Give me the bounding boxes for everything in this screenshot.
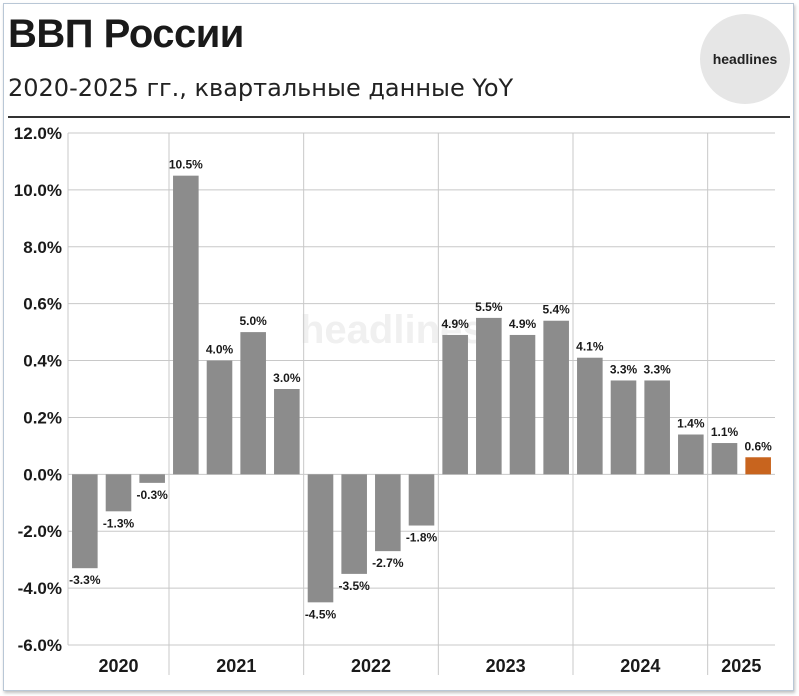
data-label: 0.6% [744, 439, 772, 453]
data-label: 10.5% [169, 158, 203, 172]
bar [476, 317, 502, 475]
data-label: 4.0% [206, 343, 234, 357]
bar [610, 380, 637, 475]
bar [307, 474, 334, 603]
bar [240, 332, 266, 475]
y-tick-label: 12.0% [14, 124, 62, 143]
bar [139, 474, 165, 483]
data-label: 3.3% [610, 362, 638, 376]
y-tick-label: 0.4% [23, 352, 62, 371]
data-label: 3.0% [273, 371, 301, 385]
data-label: 5.5% [475, 300, 503, 314]
data-label: -0.3% [136, 488, 168, 502]
data-label: -1.3% [103, 516, 135, 530]
bar [375, 474, 401, 552]
x-year-label: 2023 [486, 656, 526, 676]
bar [274, 389, 300, 475]
y-tick-label: 0.0% [23, 465, 62, 484]
y-tick-label: 10.0% [14, 181, 62, 200]
data-label: 1.1% [711, 425, 739, 439]
logo-text: headlines [712, 51, 778, 67]
bar [509, 334, 536, 475]
bar [72, 474, 98, 569]
data-label: -1.8% [406, 531, 438, 545]
chart-subtitle: 2020-2025 гг., квартальные данные YoY [8, 74, 514, 102]
y-tick-label: -4.0% [18, 579, 62, 598]
chart-title: ВВП России [8, 12, 244, 56]
bar [711, 443, 738, 475]
data-label: 5.4% [542, 303, 570, 317]
data-label: 1.4% [677, 417, 705, 431]
bar [105, 474, 132, 512]
data-label: -3.3% [69, 573, 101, 587]
x-year-label: 2024 [620, 656, 660, 676]
header-rule [8, 116, 790, 118]
y-tick-label: 0.6% [23, 295, 62, 314]
bar [543, 320, 569, 475]
bar [206, 360, 233, 475]
data-label: -3.5% [338, 579, 370, 593]
headlines-logo: headlines [700, 14, 790, 104]
bar [442, 334, 468, 475]
bar [408, 474, 435, 526]
data-label: -4.5% [305, 607, 337, 621]
data-label: 4.9% [441, 317, 469, 331]
bar [745, 457, 771, 475]
data-label: 4.1% [576, 340, 604, 354]
y-tick-label: -2.0% [18, 522, 62, 541]
x-year-label: 2021 [216, 656, 256, 676]
y-tick-label: -6.0% [18, 636, 62, 655]
bar [678, 434, 704, 475]
x-year-label: 2022 [351, 656, 391, 676]
x-year-label: 2025 [721, 656, 761, 676]
bar [644, 380, 670, 475]
y-tick-label: 0.2% [23, 408, 62, 427]
bar [577, 357, 603, 475]
data-label: 4.9% [509, 317, 537, 331]
data-label: 5.0% [239, 314, 267, 328]
data-label: 3.3% [643, 362, 671, 376]
bar [173, 175, 199, 475]
x-year-label: 2020 [98, 656, 138, 676]
data-label: -2.7% [372, 556, 404, 570]
bar [341, 474, 367, 574]
y-tick-label: 8.0% [23, 238, 62, 257]
